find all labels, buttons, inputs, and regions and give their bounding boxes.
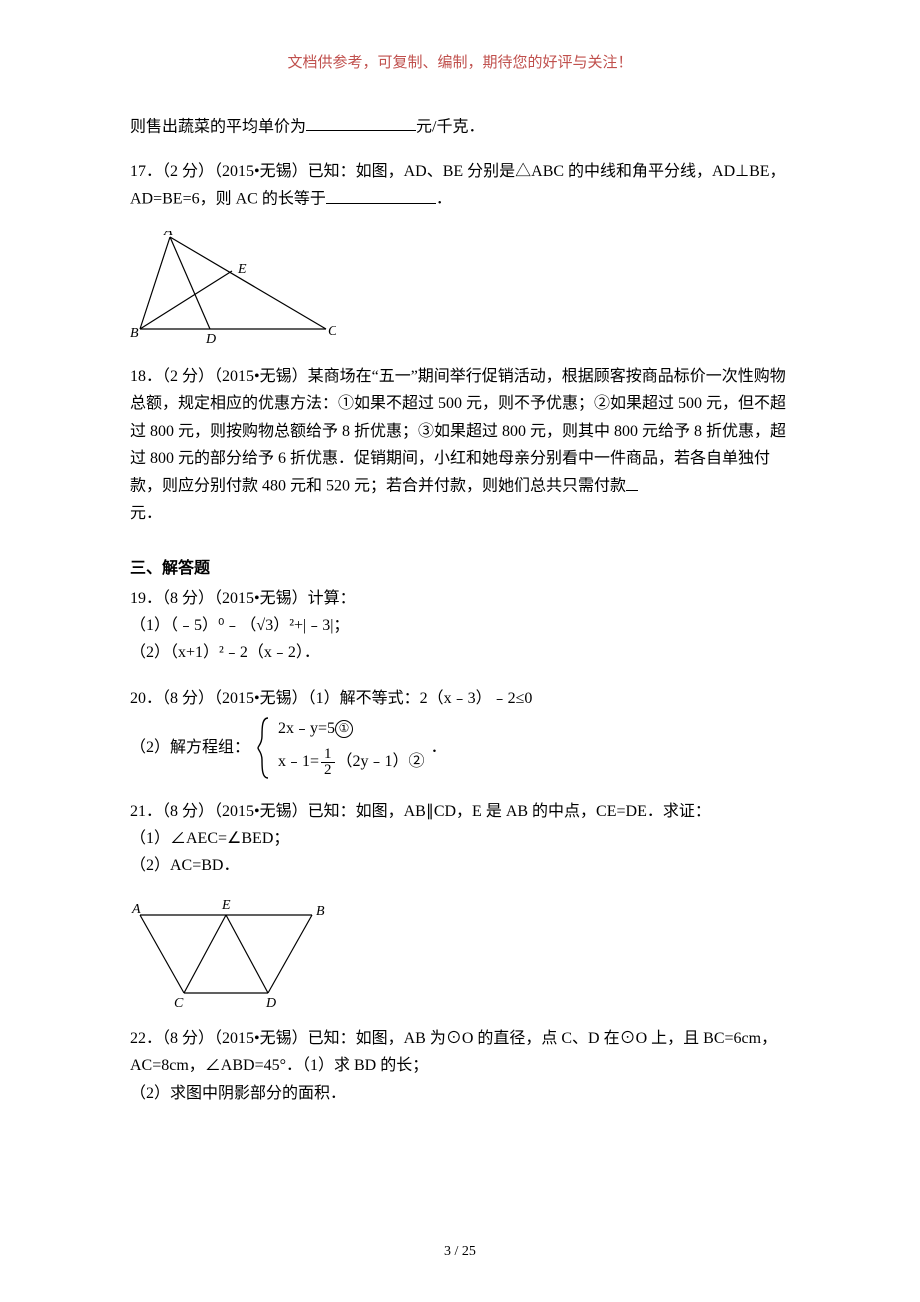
q20-eq2-den: 2 xyxy=(321,763,335,778)
figure-17-svg: A E B D C xyxy=(130,231,336,347)
seg-ED xyxy=(226,915,268,993)
page-footer: 3 / 25 xyxy=(0,1241,920,1262)
q20-eq2-num: 1 xyxy=(321,747,335,763)
q19-head: 19．（8 分）（2015•无锡）计算： xyxy=(130,585,790,612)
section-3-title: 三、解答题 xyxy=(130,557,790,581)
q20-system: （2）解方程组： 2x﹣y=5① x﹣1=12（2y﹣1）② ． xyxy=(130,716,790,780)
q17-blank xyxy=(326,185,436,204)
q19-1: （1）（﹣5）⁰﹣（√3）²+|﹣3|； xyxy=(130,612,790,639)
label-C: C xyxy=(328,324,336,339)
label-D: D xyxy=(265,996,276,1009)
q20-eq1-a: 2x﹣y=5 xyxy=(278,720,335,737)
q18-blank xyxy=(626,472,638,491)
seg-BD xyxy=(268,915,312,993)
q17-a: 17．（2 分）（2015•无锡）已知：如图，AD、BE 分别是△ABC 的中线… xyxy=(130,163,786,208)
q22: 22．（8 分）（2015•无锡）已知：如图，AB 为⊙O 的直径，点 C、D … xyxy=(130,1025,790,1107)
label-E: E xyxy=(237,262,247,277)
q16-tail-a: 则售出蔬菜的平均单价为 xyxy=(130,118,306,135)
seg-AD xyxy=(170,237,210,329)
label-B: B xyxy=(130,326,139,341)
q21-head: 21．（8 分）（2015•无锡）已知：如图，AB∥CD，E 是 AB 的中点，… xyxy=(130,798,790,825)
q16-tail: 则售出蔬菜的平均单价为 元/千克． xyxy=(130,113,790,141)
q16-tail-b: 元/千克． xyxy=(416,118,484,135)
label-D: D xyxy=(205,332,216,347)
q20: 20．（8 分）（2015•无锡）（1）解不等式：2（x﹣3）﹣2≤0 （2）解… xyxy=(130,685,790,780)
q17-b: ． xyxy=(436,191,452,208)
left-brace-icon xyxy=(256,716,272,780)
q22-2: （2）求图中阴影部分的面积． xyxy=(130,1080,790,1107)
seg-AC xyxy=(140,915,184,993)
q18-text: 18．（2 分）（2015•无锡）某商场在“五一”期间举行促销活动，根据顾客按商… xyxy=(130,368,786,494)
q18-tail: 元． xyxy=(130,505,162,522)
q20-eq2-frac: 12 xyxy=(321,747,335,778)
q22-head: 22．（8 分）（2015•无锡）已知：如图，AB 为⊙O 的直径，点 C、D … xyxy=(130,1025,790,1079)
figure-17: A E B D C xyxy=(130,231,790,355)
label-A: A xyxy=(163,231,173,239)
header-note: 文档供参考，可复制、编制，期待您的好评与关注！ xyxy=(130,52,790,75)
label-B: B xyxy=(316,904,325,919)
label-E: E xyxy=(221,898,231,913)
q17: 17．（2 分）（2015•无锡）已知：如图，AD、BE 分别是△ABC 的中线… xyxy=(130,158,790,213)
q19-2: （2）（x+1）²﹣2（x﹣2）． xyxy=(130,639,790,666)
seg-BE xyxy=(140,271,232,329)
q20-eq1-c: ① xyxy=(335,720,353,738)
label-C: C xyxy=(174,996,184,1009)
q21: 21．（8 分）（2015•无锡）已知：如图，AB∥CD，E 是 AB 的中点，… xyxy=(130,798,790,880)
page: 文档供参考，可复制、编制，期待您的好评与关注！ 则售出蔬菜的平均单价为 元/千克．… xyxy=(0,0,920,1302)
seg-EC xyxy=(184,915,226,993)
q20-eq2-c: （2y﹣1）② xyxy=(337,753,425,770)
q21-1: （1）∠AEC=∠BED； xyxy=(130,825,790,852)
q20-eq-lines: 2x﹣y=5① x﹣1=12（2y﹣1）② xyxy=(278,717,425,778)
figure-21-svg: A E B C D xyxy=(130,897,326,1009)
q21-2: （2）AC=BD． xyxy=(130,852,790,879)
q18: 18．（2 分）（2015•无锡）某商场在“五一”期间举行促销活动，根据顾客按商… xyxy=(130,363,790,527)
q20-eq1: 2x﹣y=5① xyxy=(278,717,425,741)
seg-AC xyxy=(170,237,326,329)
q20-eq-tail: ． xyxy=(431,736,447,760)
q19: 19．（8 分）（2015•无锡）计算： （1）（﹣5）⁰﹣（√3）²+|﹣3|… xyxy=(130,585,790,667)
q20-eq2-a: x﹣1= xyxy=(278,753,319,770)
label-A: A xyxy=(131,902,141,917)
seg-AB xyxy=(140,237,170,329)
q20-2-label: （2）解方程组： xyxy=(130,736,250,760)
q20-head: 20．（8 分）（2015•无锡）（1）解不等式：2（x﹣3）﹣2≤0 xyxy=(130,685,790,712)
figure-21: A E B C D xyxy=(130,897,790,1017)
q16-blank xyxy=(306,113,416,132)
q20-eq2: x﹣1=12（2y﹣1）② xyxy=(278,747,425,778)
